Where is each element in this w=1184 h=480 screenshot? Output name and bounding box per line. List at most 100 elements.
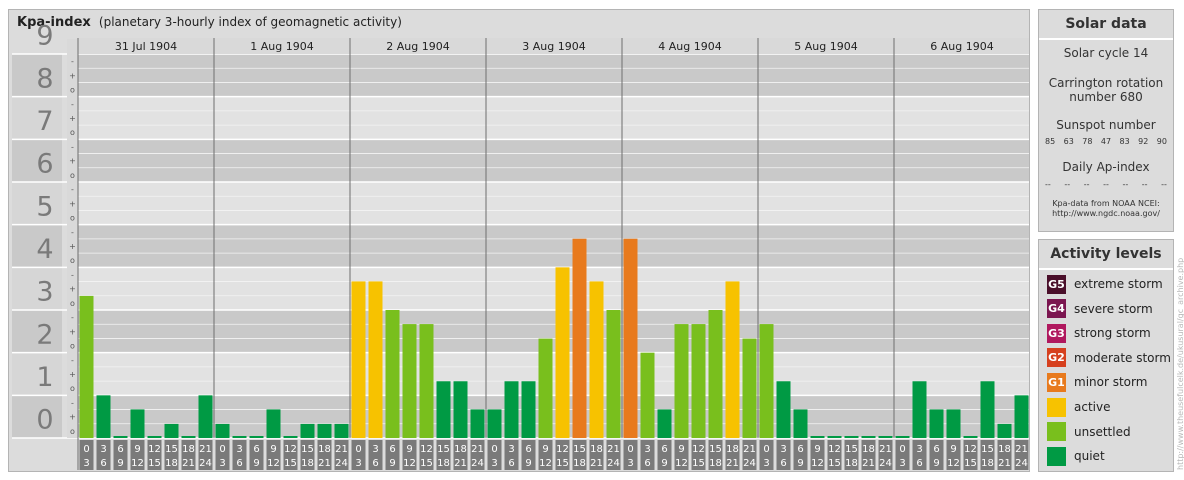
interval-label-box [606, 440, 621, 470]
interval-label-box [776, 440, 791, 470]
interval-start-label: 18 [862, 444, 875, 455]
kp-axis-label: 8 [36, 63, 53, 94]
interval-start-label: 6 [117, 444, 123, 455]
kp-bar [895, 436, 910, 438]
interval-start-label: 9 [406, 444, 412, 455]
interval-start-label: 21 [199, 444, 212, 455]
interval-label-box [946, 440, 961, 470]
day-label: 5 Aug 1904 [794, 40, 857, 53]
activity-level-swatch: G1 [1047, 372, 1066, 392]
interval-end-label: 6 [508, 458, 514, 469]
kp-subtick-label: - [71, 57, 74, 66]
day-label: 1 Aug 1904 [250, 40, 313, 53]
kp-bar [232, 436, 247, 438]
day-label: 4 Aug 1904 [658, 40, 721, 53]
data-source-line2: http://www.ngdc.noaa.gov/ [1052, 209, 1160, 218]
interval-start-label: 12 [284, 444, 297, 455]
interval-label-box [96, 440, 111, 470]
sunspot-values: 85 63 78 47 83 92 90 [1039, 137, 1173, 146]
interval-end-label: 6 [236, 458, 242, 469]
interval-label-box [385, 440, 400, 470]
interval-label-box [487, 440, 502, 470]
sunspot-value: 47 [1100, 137, 1112, 146]
interval-start-label: 15 [165, 444, 178, 455]
interval-label-box [504, 440, 519, 470]
activity-level-label: active [1074, 400, 1111, 414]
ap-index-values: -- -- -- -- -- -- -- [1039, 180, 1173, 189]
interval-label-box [589, 440, 604, 470]
interval-label-box [742, 440, 757, 470]
interval-start-label: 15 [573, 444, 586, 455]
interval-label-box [266, 440, 281, 470]
kp-bar [521, 381, 536, 438]
activity-level-swatch [1047, 422, 1066, 442]
interval-start-label: 15 [709, 444, 722, 455]
interval-end-label: 15 [148, 458, 161, 469]
interval-start-label: 3 [236, 444, 242, 455]
activity-levels-title: Activity levels [1039, 240, 1173, 270]
kp-bar [198, 395, 213, 438]
ap-value: -- [1045, 180, 1051, 189]
kp-subtick-label: - [71, 270, 74, 279]
interval-end-label: 21 [318, 458, 331, 469]
kp-subtick-label: o [70, 342, 75, 351]
ap-value: -- [1103, 180, 1109, 189]
interval-start-label: 0 [219, 444, 225, 455]
kp-subtick-label: + [69, 114, 76, 123]
interval-end-label: 6 [780, 458, 786, 469]
interval-start-label: 15 [981, 444, 994, 455]
kp-bar [759, 324, 774, 438]
sunspot-value: 90 [1156, 137, 1167, 146]
activity-level-label: extreme storm [1074, 277, 1163, 291]
kp-bar [266, 409, 281, 438]
kp-subtick-label: - [71, 398, 74, 407]
interval-end-label: 12 [267, 458, 280, 469]
activity-level-row: G5 extreme storm [1047, 274, 1163, 294]
kp-band [78, 352, 1029, 396]
interval-end-label: 9 [661, 458, 667, 469]
interval-start-label: 3 [100, 444, 106, 455]
interval-label-box [623, 440, 638, 470]
ap-value: -- [1122, 180, 1129, 189]
kp-axis-label: 9 [36, 21, 53, 52]
interval-label-box [980, 440, 995, 470]
activity-level-row: G3 strong storm [1047, 323, 1151, 343]
interval-start-label: 6 [389, 444, 395, 455]
kp-subtick-label: o [70, 86, 75, 95]
interval-label-box [674, 440, 689, 470]
kp-bar [946, 409, 961, 438]
interval-start-label: 21 [607, 444, 620, 455]
kp-bar [334, 423, 349, 438]
interval-end-label: 9 [933, 458, 939, 469]
kp-subtick-label: o [70, 214, 75, 223]
interval-start-label: 12 [148, 444, 161, 455]
interval-label-box [555, 440, 570, 470]
interval-end-label: 15 [828, 458, 841, 469]
day-header-strip [78, 38, 1029, 54]
interval-start-label: 12 [828, 444, 841, 455]
kp-subtick-label: - [71, 228, 74, 237]
kp-bar [351, 281, 366, 438]
interval-label-box [181, 440, 196, 470]
kp-bar [555, 267, 570, 438]
activity-level-row: unsettled [1047, 422, 1131, 442]
kp-subtick-label: o [70, 427, 75, 436]
interval-start-label: 6 [661, 444, 667, 455]
interval-end-label: 3 [83, 458, 89, 469]
interval-end-label: 18 [437, 458, 450, 469]
kp-axis-label: 4 [36, 234, 53, 265]
interval-end-label: 6 [644, 458, 650, 469]
interval-label-box [572, 440, 587, 470]
interval-end-label: 24 [471, 458, 484, 469]
activity-level-row: quiet [1047, 446, 1105, 466]
carrington-rotation-line1: Carrington rotation [1048, 76, 1164, 90]
interval-label-box [351, 440, 366, 470]
interval-label-box [708, 440, 723, 470]
kp-band [78, 224, 1029, 268]
interval-start-label: 18 [590, 444, 603, 455]
kp-band [78, 139, 1029, 182]
interval-end-label: 15 [964, 458, 977, 469]
kp-bar [1014, 395, 1029, 438]
interval-end-label: 21 [454, 458, 467, 469]
interval-end-label: 24 [879, 458, 892, 469]
